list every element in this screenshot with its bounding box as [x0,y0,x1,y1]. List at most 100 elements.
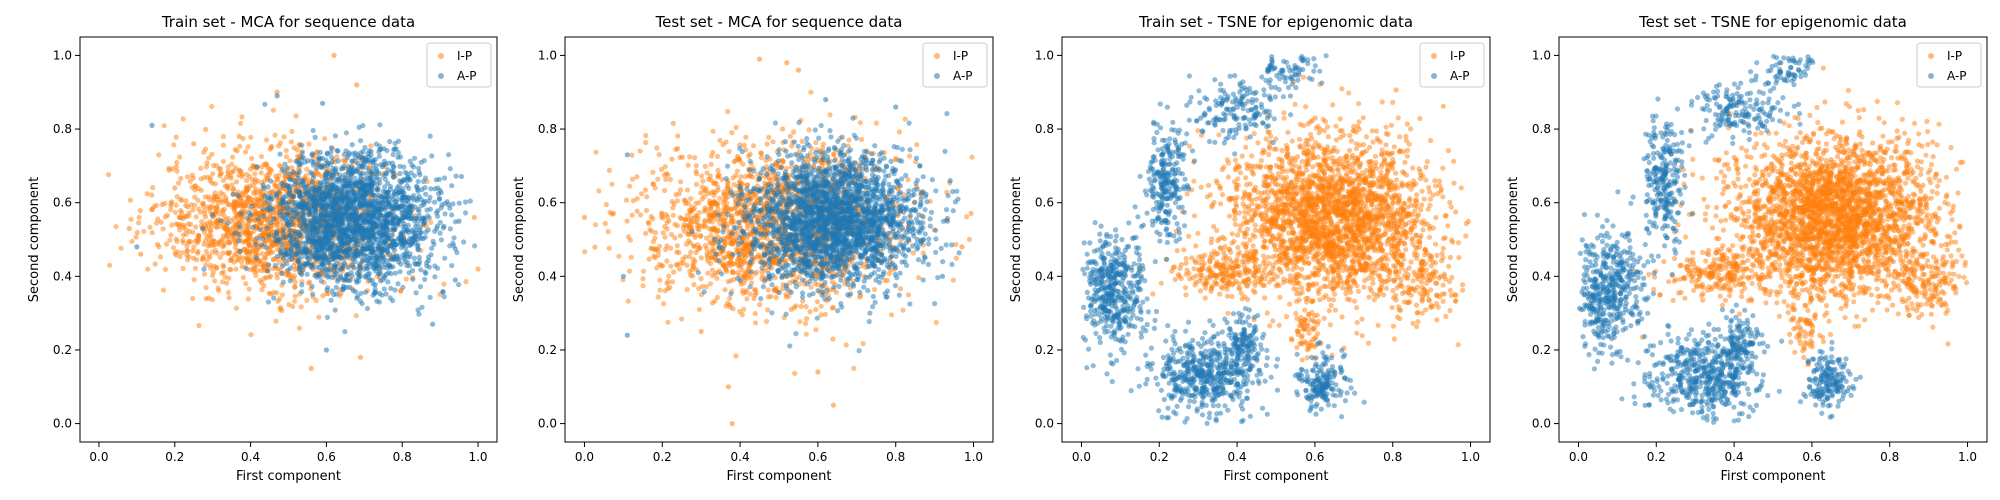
point [234,148,240,154]
point [717,137,723,143]
point [310,244,316,250]
point [780,126,786,132]
point [186,210,192,216]
point [178,196,184,202]
point [405,198,411,204]
point [752,320,759,326]
point [644,194,650,200]
point [191,277,197,283]
x-tick-label: 0.2 [165,450,184,464]
point [234,214,240,220]
point [342,329,348,335]
point [292,181,299,187]
point [688,196,694,202]
point [176,180,182,186]
point [206,155,212,161]
point [287,278,293,284]
point [447,205,453,211]
point [699,173,705,179]
point [225,289,231,296]
point [629,152,635,158]
point [364,305,370,312]
point [289,207,295,213]
point [244,215,250,221]
point [371,239,377,245]
point [201,203,207,209]
point [292,298,298,304]
x-tick-label: 0.6 [317,450,336,464]
point [283,154,290,160]
point [440,225,446,231]
point [312,219,318,225]
point [802,320,809,327]
point [149,192,155,198]
point [362,273,368,279]
point [374,199,380,205]
point [629,212,635,218]
point [732,206,738,212]
point [404,171,410,177]
point [211,242,217,248]
point [803,304,809,310]
point [338,195,344,202]
point [729,241,736,247]
point [293,200,299,206]
point [318,222,324,228]
legend: I-PA-P [426,42,492,88]
point [338,213,344,219]
point [235,198,241,204]
point [416,165,422,171]
point [442,255,448,261]
point [191,244,197,250]
point [224,174,230,180]
point [650,169,656,175]
point [327,227,333,233]
point [417,227,423,233]
point [270,107,276,113]
point [827,112,833,118]
point [969,154,975,160]
point [798,303,804,309]
point [248,166,254,172]
point [364,200,370,206]
point [169,222,175,228]
point [406,185,412,191]
point [258,242,265,248]
point [663,176,669,182]
point [356,163,363,169]
point [353,241,359,247]
point [370,255,376,261]
point [357,138,364,144]
point [191,141,197,147]
point [225,164,231,170]
point [335,148,341,154]
point [302,185,308,191]
point [343,196,349,202]
point [296,161,302,168]
point [397,170,403,177]
point [204,257,210,263]
point [316,256,322,262]
point [416,254,422,260]
point [447,226,453,232]
point [700,178,706,184]
point [188,221,194,227]
point [654,265,660,271]
point [248,134,254,140]
point [388,271,394,277]
point [225,184,231,190]
point [310,175,317,181]
point [329,154,335,160]
point [417,172,423,178]
point [300,154,306,161]
point [221,243,227,249]
point [390,298,396,304]
point [189,184,195,190]
point [243,266,249,272]
point [770,139,776,145]
point [799,138,805,144]
point [452,277,458,283]
point [368,143,374,149]
point [392,238,398,244]
point [254,197,261,203]
